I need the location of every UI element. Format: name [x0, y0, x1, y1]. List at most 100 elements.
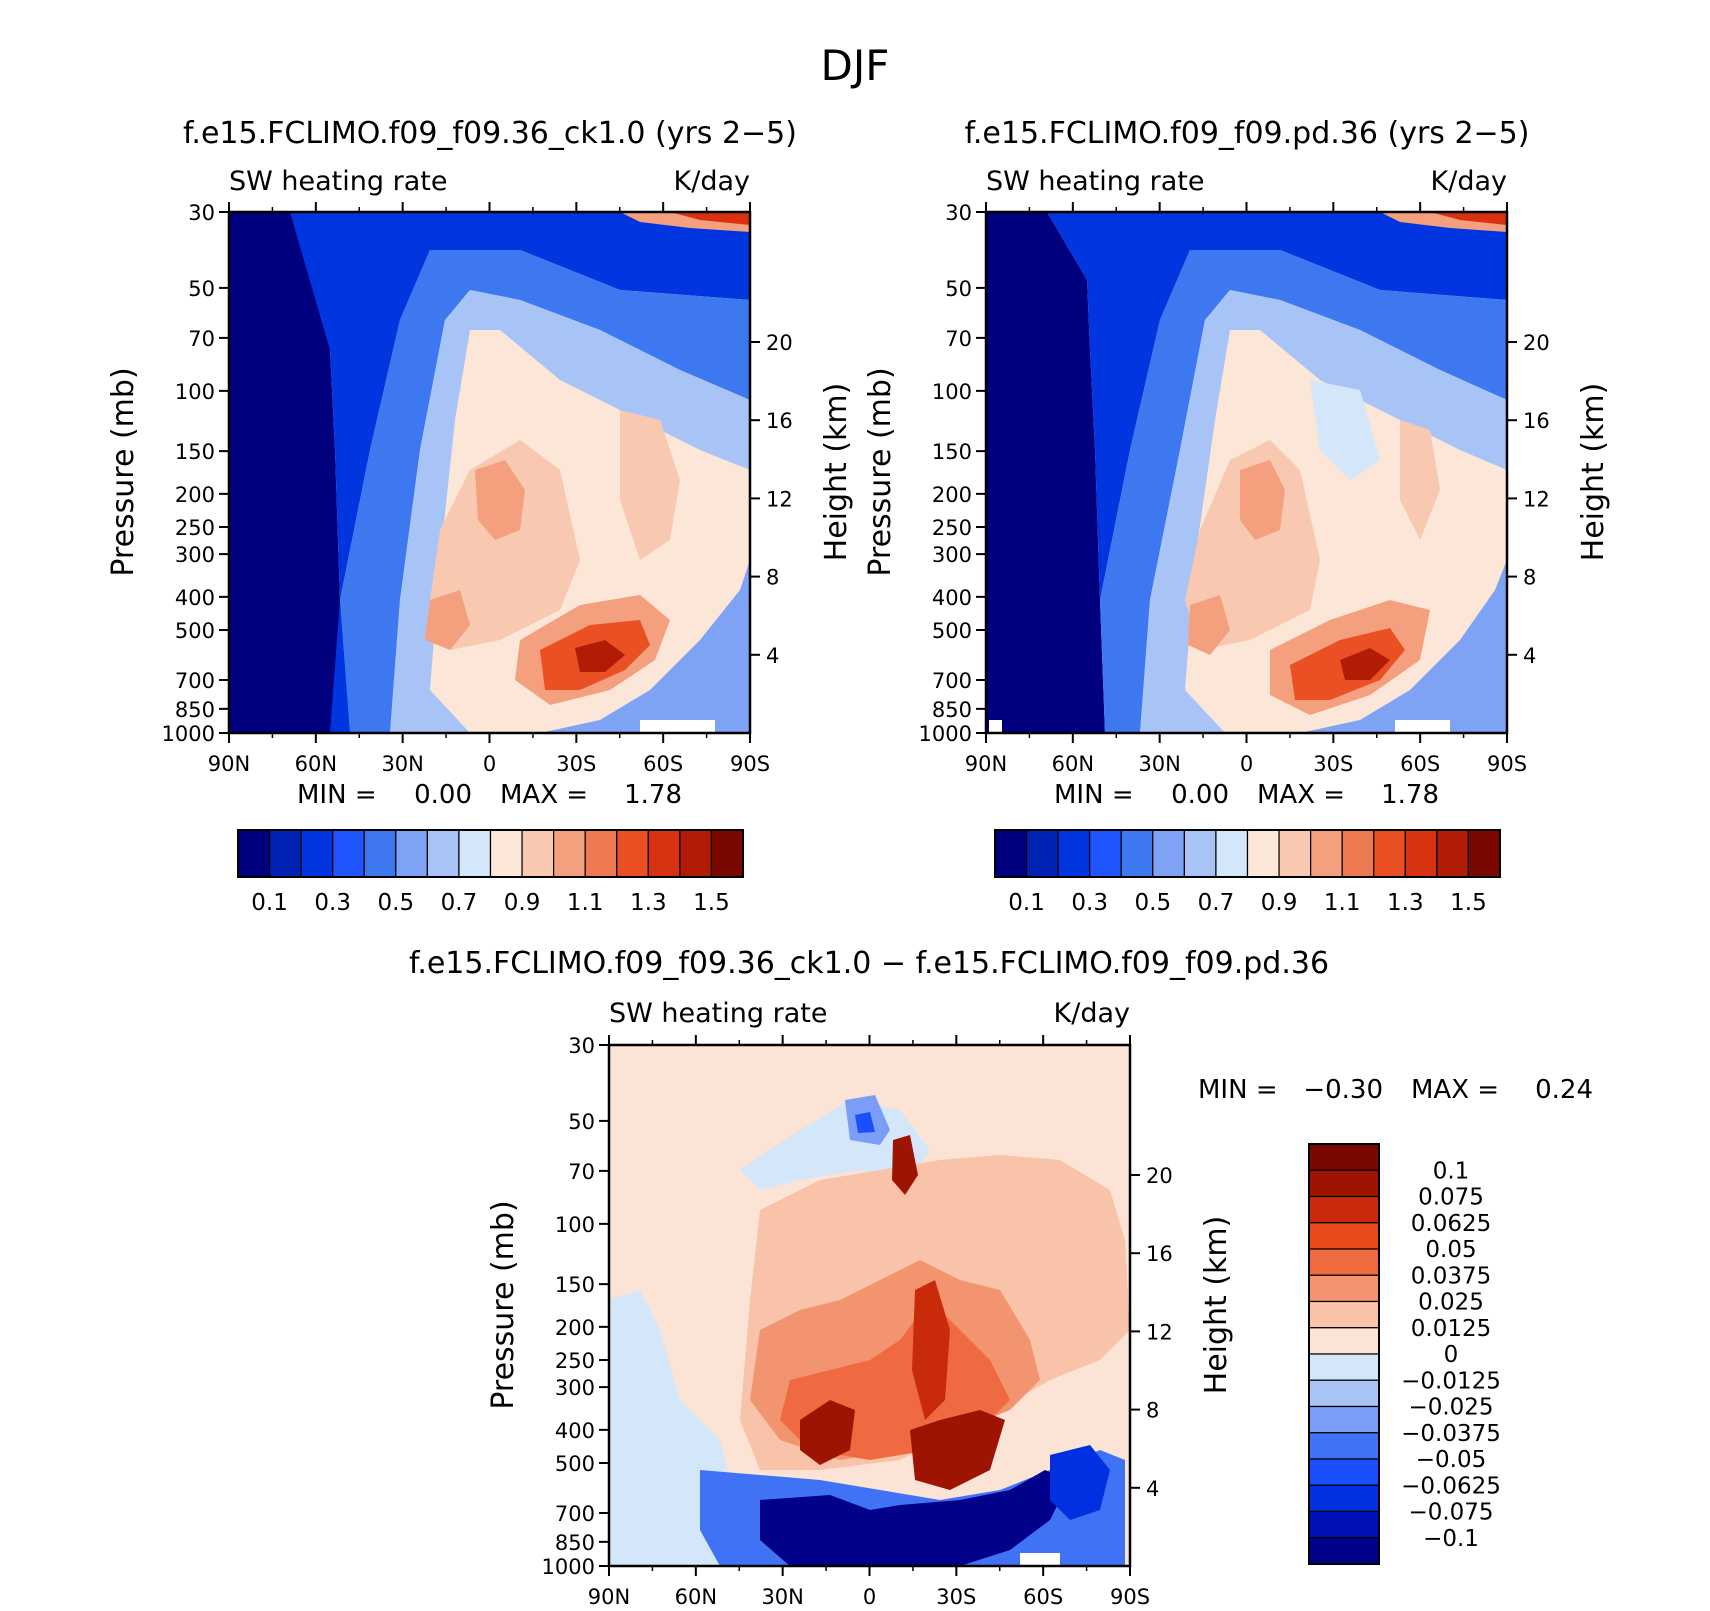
ck1-ytick-label: 50	[188, 277, 215, 301]
diff-contour-max-left	[800, 1400, 855, 1465]
pd-colorbar-swatch	[1183, 829, 1217, 878]
pd-ytick-label: 850	[932, 698, 972, 722]
pd-colorbar-swatch	[994, 829, 1028, 878]
pd-colorbar-swatch	[1373, 829, 1406, 878]
pd-ytick-label: 100	[932, 380, 972, 404]
panel-diff-max-label: MAX =	[1411, 1075, 1499, 1105]
diff-colorbar-label: 0.075	[1418, 1185, 1484, 1211]
ck1-xtick-label: 60S	[643, 752, 683, 776]
pd-contour-warm2	[1240, 460, 1285, 540]
pd-ytick-label: 30	[945, 201, 972, 225]
diff-colorbar-swatch	[1308, 1458, 1380, 1486]
diff-colorbar-label: 0.0625	[1411, 1211, 1491, 1237]
ck1-colorbar-swatch	[553, 829, 586, 878]
diff-colorbar-label: 0.0375	[1411, 1263, 1491, 1289]
diff-colorbar-swatch	[1308, 1510, 1380, 1539]
ck1-ytick-label: 300	[175, 543, 215, 567]
diff-contour-tower	[912, 1280, 950, 1420]
ck1-colorbar-swatch	[395, 829, 428, 878]
figure-title: DJF	[821, 41, 890, 90]
pd-ytick-label: 250	[932, 516, 972, 540]
panel-diff-ylabel: Pressure (mb)	[486, 1200, 521, 1409]
pd-ytick-label: 400	[932, 586, 972, 610]
diff-xtick-label: 30S	[936, 1585, 976, 1609]
diff-colorbar-swatch	[1308, 1484, 1380, 1513]
panel-diff-title: f.e15.FCLIMO.f09_f09.36_ck1.0 − f.e15.FC…	[409, 946, 1329, 981]
panel-ck1-field	[229, 212, 750, 733]
panel-ck1-min-label: MIN =	[297, 780, 377, 810]
pd-ytick-label: 200	[932, 483, 972, 507]
ck1-rtick-label: 8	[766, 566, 779, 590]
diff-colorbar-label: 0	[1444, 1342, 1459, 1368]
diff-colorbar-swatch	[1308, 1169, 1380, 1198]
pd-rtick-label: 4	[1523, 644, 1536, 668]
pd-xtick-label: 0	[1240, 752, 1253, 776]
panel-diff-min-value: −0.30	[1303, 1075, 1383, 1105]
panel-pd: f.e15.FCLIMO.f09_f09.pd.36 (yrs 2−5) SW …	[863, 116, 1611, 916]
ck1-colorbar-swatch	[584, 829, 618, 878]
pd-ytick-label: 150	[932, 440, 972, 464]
pd-ytick-label: 500	[932, 619, 972, 643]
pd-colorbar-swatch	[1025, 829, 1059, 878]
diff-rtick-label: 12	[1146, 1320, 1173, 1344]
pd-xtick-label: 90N	[965, 752, 1007, 776]
ck1-colorbar-swatch	[237, 829, 271, 878]
pd-missing-region-2	[989, 720, 1002, 733]
diff-colorbar-label: 0.0125	[1411, 1316, 1491, 1342]
pd-xtick-label: 60S	[1400, 752, 1440, 776]
diff-colorbar-label: −0.05	[1416, 1447, 1486, 1473]
pd-contour-strat2	[1430, 212, 1507, 225]
diff-xtick-label: 90S	[1110, 1585, 1150, 1609]
ck1-colorbar-label: 1.1	[567, 890, 604, 916]
pd-contour-warm6	[1340, 648, 1390, 680]
ck1-colorbar-swatch	[300, 829, 334, 878]
ck1-colorbar-swatch	[521, 829, 555, 878]
diff-rtick-label: 20	[1146, 1164, 1173, 1188]
panel-pd-left-string: SW heating rate	[986, 166, 1204, 197]
ck1-ytick-label: 1000	[162, 722, 215, 746]
ck1-colorbar-swatch	[363, 829, 397, 878]
diff-colorbar-label: −0.025	[1408, 1395, 1493, 1421]
diff-ytick-label: 500	[555, 1452, 595, 1476]
ck1-contour-surface-blue	[540, 560, 750, 733]
ck1-colorbar-label: 0.7	[441, 890, 478, 916]
pd-colorbar-swatch	[1404, 829, 1438, 878]
panel-pd-title: f.e15.FCLIMO.f09_f09.pd.36 (yrs 2−5)	[965, 116, 1530, 151]
diff-xtick-label: 60S	[1023, 1585, 1063, 1609]
ck1-xtick-label: 0	[483, 752, 496, 776]
diff-colorbar-swatch	[1308, 1143, 1380, 1171]
panel-diff: f.e15.FCLIMO.f09_f09.36_ck1.0 − f.e15.FC…	[409, 946, 1593, 1609]
pd-colorbar-swatch	[1310, 829, 1343, 878]
ck1-colorbar-label: 0.9	[504, 890, 541, 916]
diff-colorbar-label: 0.025	[1418, 1290, 1484, 1316]
ck1-colorbar-label: 0.5	[378, 890, 415, 916]
pd-contour-warm1b	[1400, 420, 1440, 540]
panel-ck1-max-value: 1.78	[624, 780, 682, 810]
diff-rtick-label: 8	[1146, 1399, 1159, 1423]
panel-pd-units: K/day	[1431, 166, 1507, 197]
pd-rtick-label: 20	[1523, 331, 1550, 355]
pd-colorbar-label: 0.3	[1071, 890, 1108, 916]
diff-colorbar-swatch	[1308, 1327, 1380, 1355]
diff-colorbar-swatch	[1308, 1222, 1380, 1250]
ck1-colorbar-swatch	[268, 829, 302, 878]
diff-ytick-label: 400	[555, 1419, 595, 1443]
ck1-contour-warm6	[575, 640, 625, 672]
diff-colorbar-swatch	[1308, 1195, 1380, 1224]
diff-contour-upper-spot	[892, 1135, 918, 1195]
pd-colorbar-label: 1.3	[1387, 890, 1424, 916]
pd-xtick-label: 60N	[1052, 752, 1094, 776]
ck1-ytick-label: 700	[175, 669, 215, 693]
diff-ytick-label: 200	[555, 1316, 595, 1340]
panel-pd-min-label: MIN =	[1054, 780, 1134, 810]
ck1-rtick-label: 16	[766, 409, 793, 433]
panel-ck1-units: K/day	[674, 166, 750, 197]
pd-colorbar-label: 0.5	[1135, 890, 1172, 916]
panel-pd-min-value: 0.00	[1171, 780, 1229, 810]
diff-missing-region	[1020, 1553, 1060, 1566]
diff-colorbar-swatch	[1308, 1300, 1380, 1329]
pd-contour-warm3	[1188, 595, 1230, 655]
ck1-ytick-label: 30	[188, 201, 215, 225]
ck1-colorbar-label: 1.5	[693, 890, 730, 916]
